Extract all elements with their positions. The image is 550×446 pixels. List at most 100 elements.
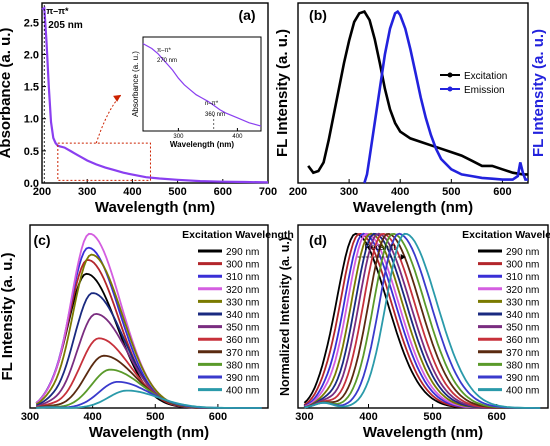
inset-line <box>142 43 262 127</box>
plot-frame <box>29 224 269 409</box>
legend-label: 350 nm <box>506 323 539 334</box>
legend-label: 300 nm <box>506 260 539 271</box>
x-tick-label: 600 <box>488 411 506 423</box>
inset-annotation-label: π–π* <box>157 48 172 54</box>
inset-frame <box>142 36 262 132</box>
x-tick-label: 500 <box>442 186 460 198</box>
x-tick-label: 300 <box>295 411 313 423</box>
legend-label: 290 nm <box>506 247 539 258</box>
legend-marker <box>447 86 453 92</box>
x-tick-label: 400 <box>123 186 141 198</box>
legend-title: Excitation Wavelength <box>462 229 550 241</box>
x-tick-label: 500 <box>168 186 186 198</box>
y-axis-label-right: FL Intensity (a. u.) <box>530 29 547 157</box>
x-tick-label: 400 <box>83 411 101 423</box>
peak-annotation-value: 205 nm <box>48 20 83 31</box>
x-tick-label: 300 <box>78 186 96 198</box>
legend-title: Excitation Wavelength <box>182 229 294 241</box>
x-axis-label: Wavelength (nm) <box>95 199 215 216</box>
x-tick-label: 300 <box>340 186 358 198</box>
y-axis-label: FL Intensity (a. u.) <box>274 29 291 157</box>
legend-label: 380 nm <box>226 360 259 371</box>
y-axis-label: FL Intensity (a. u.) <box>0 252 16 380</box>
inset-annotation-value: 360 nm <box>205 112 225 118</box>
emission-line <box>363 9 528 184</box>
zoom-arrow <box>95 94 122 144</box>
legend-label: 350 nm <box>226 323 259 334</box>
panel-label: (c) <box>33 232 50 248</box>
y-tick-label: 1.5 <box>24 82 39 94</box>
legend-label: 370 nm <box>506 348 539 359</box>
legend-label: 360 nm <box>226 335 259 346</box>
x-tick-label: 500 <box>423 411 441 423</box>
legend-label: 370 nm <box>226 348 259 359</box>
inset-x-axis-label: Wavelength (nm) <box>170 140 234 149</box>
panel-label: (d) <box>309 232 327 248</box>
legend-label: 380 nm <box>506 360 539 371</box>
x-axis-label: Wavelength (nm) <box>363 424 483 441</box>
legend-label: 390 nm <box>226 373 259 384</box>
x-axis-label: Wavelength (nm) <box>89 424 209 441</box>
plot-frame <box>297 2 529 184</box>
x-tick-label: 600 <box>209 411 227 423</box>
zoom-arrowhead <box>113 94 122 102</box>
legend-label: 330 nm <box>226 297 259 308</box>
inset-annotation-label: n–π* <box>205 101 219 107</box>
plot-frame <box>41 2 269 184</box>
legend-label: 330 nm <box>506 297 539 308</box>
panel-label: (b) <box>309 7 327 23</box>
legend-label: 390 nm <box>506 373 539 384</box>
absorbance-line <box>41 6 269 184</box>
inset-x-tick-label: 400 <box>232 134 243 140</box>
x-tick-label: 200 <box>33 186 51 198</box>
inset-y-axis-label: Absorbance (a. u.) <box>131 51 140 117</box>
x-tick-label: 400 <box>391 186 409 198</box>
legend-label: 400 nm <box>506 386 539 397</box>
x-tick-label: 200 <box>289 186 307 198</box>
legend-label: 290 nm <box>226 247 259 258</box>
redshift-annotation: Redshift <box>364 242 396 252</box>
panel-label: (a) <box>238 7 255 23</box>
x-tick-label: 400 <box>359 411 377 423</box>
legend-label: Emission <box>464 85 505 96</box>
panel-b: 200 300 400 500 600 Wavelength (nm) FL Intensi… <box>274 2 547 216</box>
inset-annotation-value: 270 nm <box>157 58 177 64</box>
y-tick-label: 1.0 <box>24 114 39 126</box>
legend-label: Excitation <box>464 71 507 82</box>
x-tick-label: 500 <box>146 411 164 423</box>
y-axis-label: Normalized Intensity (a. u.) <box>278 237 292 396</box>
y-tick-label: 0.0 <box>24 178 39 190</box>
legend-label: 340 nm <box>226 310 259 321</box>
redshift-arrowhead <box>400 254 406 260</box>
emission-series-line <box>304 232 541 409</box>
panel-a: 200 300 400 500 600 700 Wavelength (nm) Absorba… <box>0 2 277 216</box>
legend: Excitation Emission <box>440 71 507 96</box>
x-axis-label: Wavelength (nm) <box>353 199 473 216</box>
y-tick-label: 0.5 <box>24 146 39 158</box>
legend-label: 310 nm <box>226 272 259 283</box>
x-tick-label: 600 <box>493 186 511 198</box>
panel-d: 300 400 500 600 Wavelength (nm) Normalized In… <box>278 224 550 441</box>
y-tick-label: 2.0 <box>24 49 39 61</box>
legend-label: 300 nm <box>226 260 259 271</box>
x-tick-label: 600 <box>214 186 232 198</box>
y-axis-label: Absorbance (a. u.) <box>0 28 14 159</box>
x-tick-label: 700 <box>259 186 277 198</box>
legend-label: 320 nm <box>226 285 259 296</box>
inset-x-tick-label: 300 <box>173 134 184 140</box>
emission-series-line <box>36 389 262 409</box>
legend-label: 400 nm <box>226 386 259 397</box>
x-tick-label: 300 <box>21 411 39 423</box>
legend-label: 310 nm <box>506 272 539 283</box>
legend-label: 360 nm <box>506 335 539 346</box>
legend-label: 340 nm <box>506 310 539 321</box>
legend-marker <box>447 72 453 78</box>
y-tick-label: 2.5 <box>24 17 39 29</box>
zoom-region <box>57 142 151 181</box>
excitation-line <box>307 10 528 176</box>
plot-frame <box>297 224 549 409</box>
legend-label: 320 nm <box>506 285 539 296</box>
peak-annotation: π–π* <box>46 6 69 16</box>
